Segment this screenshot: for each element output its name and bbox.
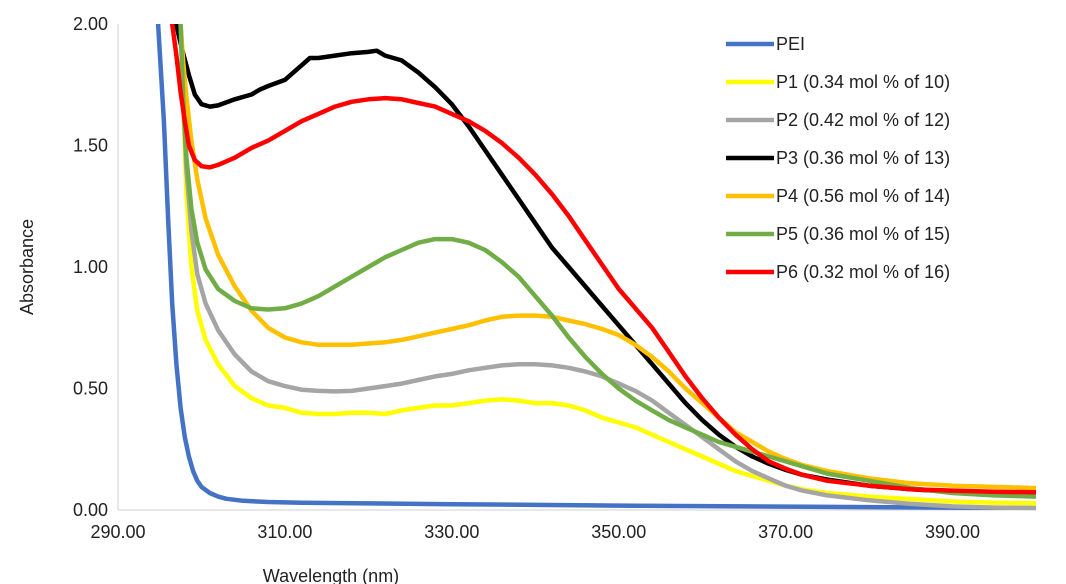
x-tick-label: 290.00 [90,522,145,542]
series-lines [155,24,1036,510]
y-tick-label: 2.00 [73,14,108,34]
x-tick-label: 390.00 [925,522,980,542]
legend-item: PEI [726,34,805,54]
legend-label: P4 (0.56 mol % of 14) [776,186,950,206]
y-tick-label: 1.00 [73,257,108,277]
x-tick-label: 330.00 [424,522,479,542]
series-line-0 [155,24,1036,510]
legend-item: P4 (0.56 mol % of 14) [726,186,950,206]
legend-label: P3 (0.36 mol % of 13) [776,148,950,168]
legend-label: P1 (0.34 mol % of 10) [776,72,950,92]
legend-item: P5 (0.36 mol % of 15) [726,224,950,244]
y-tick-labels: 0.00 0.50 1.00 1.50 2.00 [73,14,108,520]
x-tick-label: 370.00 [758,522,813,542]
x-tick-labels: 290.00 310.00 330.00 350.00 370.00 390.00 [90,522,980,542]
y-tick-label: 1.50 [73,136,108,156]
series-line-3 [174,24,1036,496]
legend-item: P1 (0.34 mol % of 10) [726,72,950,92]
x-tick-label: 310.00 [257,522,312,542]
legend-label: PEI [776,34,805,54]
legend-item: P2 (0.42 mol % of 12) [726,110,950,130]
legend-item: P3 (0.36 mol % of 13) [726,148,950,168]
legend: PEI P1 (0.34 mol % of 10) P2 (0.42 mol % o… [726,34,950,282]
series-line-6 [169,24,1036,495]
x-axis-title: Wavelength (nm) [263,566,399,584]
legend-item: P6 (0.32 mol % of 16) [726,262,950,282]
legend-label: P2 (0.42 mol % of 12) [776,110,950,130]
legend-label: P5 (0.36 mol % of 15) [776,224,950,244]
series-line-2 [178,24,1036,510]
y-tick-label: 0.00 [73,500,108,520]
legend-label: P6 (0.32 mol % of 16) [776,262,950,282]
y-axis-title: Absorbance [17,219,37,315]
series-line-5 [178,24,1036,499]
x-tick-label: 350.00 [591,522,646,542]
y-tick-label: 0.50 [73,379,108,399]
